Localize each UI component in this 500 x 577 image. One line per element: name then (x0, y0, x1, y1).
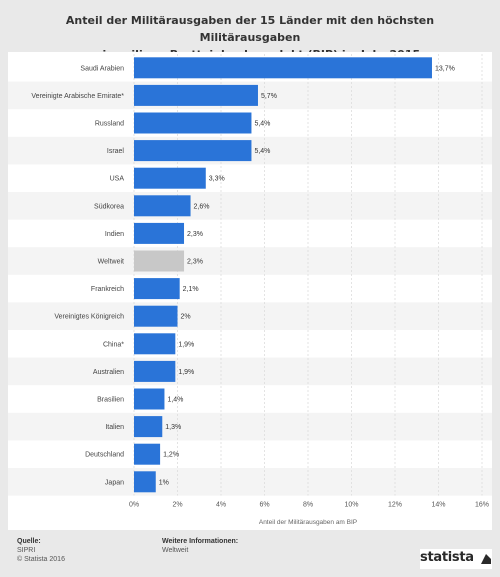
info-label: Weitere Informationen: (162, 538, 239, 545)
bar[interactable] (134, 278, 180, 300)
row-band (8, 468, 492, 496)
row-band (8, 302, 492, 330)
category-label: Frankreich (91, 286, 124, 293)
value-label: 1% (159, 479, 169, 486)
bar[interactable] (134, 388, 165, 410)
category-label: Indien (105, 231, 124, 238)
source-block: Quelle: SIPRI © Statista 2016 (17, 537, 65, 564)
value-label: 1,2% (163, 452, 179, 459)
x-tick-label: 2% (172, 502, 182, 509)
bar-highlight[interactable] (134, 250, 185, 272)
value-label: 5,4% (254, 121, 270, 128)
x-tick-label: 6% (259, 502, 269, 509)
bar[interactable] (134, 57, 432, 79)
category-label: Weltweit (98, 259, 124, 266)
value-label: 5,4% (254, 148, 270, 155)
category-label: Saudi Arabien (80, 65, 124, 72)
bar[interactable] (134, 84, 258, 106)
value-label: 1,4% (167, 397, 183, 404)
bars (134, 57, 432, 493)
x-tick-label: 4% (216, 502, 226, 509)
source-name: SIPRI (17, 547, 36, 554)
category-label: Russland (95, 121, 124, 128)
bar-chart: Saudi Arabien Vereinigte Arabische Emirat… (8, 52, 492, 530)
statista-logo-icon (481, 554, 491, 564)
x-tick-label: 16% (475, 502, 489, 509)
chart-title-line-1: Anteil der Militärausgaben der 15 Länder… (65, 14, 435, 44)
value-labels: 13,7% 5,7% 5,4% 5,4% 3,3% 2,6% 2,3% 2,3% 2,1% 2% 1… (159, 65, 455, 486)
x-tick-label: 8% (303, 502, 313, 509)
category-label: Vereinigte Arabische Emirate* (31, 93, 124, 100)
category-label: Japan (105, 479, 124, 486)
category-label: Deutschland (85, 452, 124, 459)
x-tick-label: 0% (129, 502, 139, 509)
bar[interactable] (134, 222, 185, 244)
info-block: Weitere Informationen: Weltweit (162, 537, 238, 555)
x-tick-labels: 0% 2% 4% 6% 8% 10% 12% 14% 16% (129, 502, 489, 509)
row-band (8, 357, 492, 386)
copyright: © Statista 2016 (17, 556, 65, 563)
bar[interactable] (134, 360, 176, 382)
brand-name: statista (420, 550, 474, 565)
category-label: Südkorea (94, 203, 124, 210)
bar[interactable] (134, 195, 191, 217)
bar[interactable] (134, 140, 252, 162)
category-label: USA (110, 176, 125, 183)
x-tick-label: 10% (344, 502, 358, 509)
value-label: 2,3% (187, 259, 203, 266)
value-label: 1,3% (165, 424, 181, 431)
value-label: 1,9% (178, 369, 194, 376)
bar[interactable] (134, 443, 161, 465)
value-label: 13,7% (435, 65, 455, 72)
x-tick-label: 14% (431, 502, 445, 509)
value-label: 5,7% (261, 93, 277, 100)
row-band (8, 247, 492, 275)
value-label: 2% (181, 314, 191, 321)
value-label: 2,3% (187, 231, 203, 238)
bar[interactable] (134, 167, 206, 189)
category-label: Israel (107, 148, 125, 155)
value-label: 1,9% (178, 341, 194, 348)
category-label: Italien (105, 424, 124, 431)
brand-logo[interactable]: statista (420, 549, 492, 569)
category-label: Brasilien (97, 397, 124, 404)
category-label: Australien (93, 369, 124, 376)
value-label: 2,6% (194, 203, 210, 210)
category-label: Vereinigtes Königreich (54, 314, 124, 321)
category-labels: Saudi Arabien Vereinigte Arabische Emirat… (31, 65, 124, 486)
bar[interactable] (134, 112, 252, 134)
row-band (8, 412, 492, 441)
info-text: Weltweit (162, 547, 189, 554)
bar[interactable] (134, 416, 163, 438)
source-label: Quelle: (17, 538, 41, 545)
x-axis-label: Anteil der Militärausgaben am BIP (259, 519, 357, 526)
x-tick-label: 12% (388, 502, 402, 509)
row-band (8, 192, 492, 220)
category-label: China* (103, 341, 124, 348)
bar[interactable] (134, 305, 178, 327)
bar[interactable] (134, 471, 156, 493)
bar[interactable] (134, 333, 176, 355)
value-label: 2,1% (183, 286, 199, 293)
value-label: 3,3% (209, 176, 225, 183)
